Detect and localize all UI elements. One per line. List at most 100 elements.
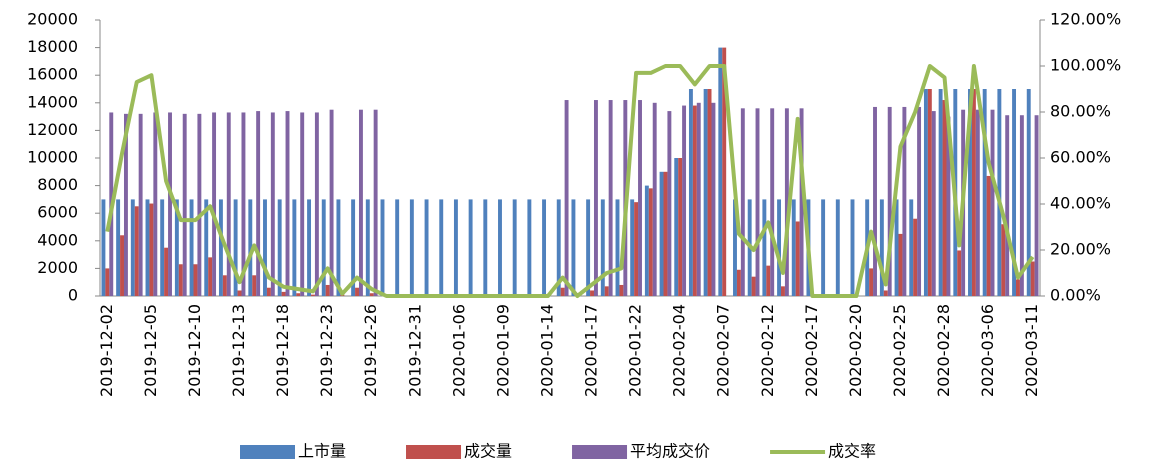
- bar: [300, 112, 305, 297]
- bar: [692, 105, 697, 296]
- bar: [193, 264, 198, 296]
- bar: [971, 89, 976, 296]
- bar: [101, 199, 106, 296]
- x-tick-label: 2020-03-06: [978, 304, 997, 397]
- bar: [736, 269, 741, 296]
- bar: [285, 111, 290, 296]
- bar: [869, 268, 874, 296]
- bar: [946, 116, 951, 296]
- x-tick-label: 2020-02-28: [934, 304, 953, 397]
- bar: [153, 112, 158, 297]
- legend-swatch: [240, 445, 295, 459]
- bar: [755, 108, 760, 296]
- y-tick-label: 6000: [37, 203, 78, 222]
- bar: [634, 202, 639, 296]
- bar: [740, 108, 745, 296]
- bar: [292, 199, 297, 296]
- bar: [116, 199, 121, 296]
- bar: [784, 108, 789, 296]
- bar: [652, 102, 657, 296]
- y2-tick-label: 100.00%: [1050, 56, 1121, 75]
- bar: [663, 171, 668, 296]
- bar: [178, 264, 183, 296]
- x-tick-label: 2019-12-31: [405, 304, 424, 397]
- bar: [990, 109, 995, 296]
- bar: [145, 199, 150, 296]
- bar: [365, 199, 370, 296]
- bar: [608, 100, 613, 296]
- bar: [902, 106, 907, 296]
- bar: [600, 199, 605, 296]
- bar: [927, 89, 932, 296]
- x-tick-label: 2020-01-22: [626, 304, 645, 397]
- bar: [957, 250, 962, 296]
- x-tick-label: 2020-01-06: [449, 304, 468, 397]
- bar: [329, 109, 334, 296]
- bar: [898, 233, 903, 296]
- x-tick-label: 2020-01-17: [582, 304, 601, 397]
- bar: [619, 284, 624, 296]
- bar: [938, 89, 943, 296]
- x-tick-label: 2020-02-12: [758, 304, 777, 397]
- bar: [1026, 89, 1031, 296]
- bar: [395, 199, 400, 296]
- y2-tick-label: 40.00%: [1050, 194, 1111, 213]
- bar: [791, 199, 796, 296]
- bar: [351, 199, 356, 296]
- bar: [667, 111, 672, 296]
- bar: [160, 199, 165, 296]
- x-tick-label: 2019-12-26: [361, 304, 380, 397]
- bar: [120, 235, 124, 296]
- x-tick-label: 2020-02-20: [846, 304, 865, 397]
- bar: [453, 199, 458, 296]
- bar: [821, 199, 826, 296]
- x-tick-label: 2020-02-17: [802, 304, 821, 397]
- y-tick-label: 16000: [27, 65, 78, 84]
- bar: [174, 199, 179, 296]
- bar: [770, 108, 775, 296]
- bar: [777, 199, 782, 296]
- bar: [564, 100, 569, 296]
- bar: [873, 106, 877, 296]
- bar: [182, 113, 187, 296]
- bar: [571, 199, 576, 296]
- x-tick-label: 2019-12-02: [97, 304, 116, 397]
- bar: [590, 290, 594, 296]
- y-tick-label: 0: [68, 286, 78, 305]
- y-tick-label: 18000: [27, 37, 78, 56]
- x-tick-label: 2020-02-25: [890, 304, 909, 397]
- y-tick-label: 2000: [37, 258, 78, 277]
- bar: [241, 112, 246, 297]
- bar: [168, 112, 172, 297]
- bar: [542, 199, 547, 296]
- bar: [212, 112, 217, 297]
- bar: [204, 199, 209, 296]
- bar: [1012, 89, 1017, 296]
- bar: [314, 112, 319, 297]
- bar: [766, 265, 771, 296]
- legend-swatch: [572, 445, 628, 459]
- bar: [134, 206, 139, 296]
- y2-tick-label: 20.00%: [1050, 240, 1111, 259]
- bar: [498, 199, 502, 296]
- bar: [913, 218, 918, 296]
- legend-label: 成交量: [464, 442, 512, 461]
- bar: [644, 185, 649, 296]
- bar: [648, 188, 653, 296]
- bar: [931, 111, 936, 296]
- bar: [560, 287, 565, 296]
- bar: [325, 284, 330, 296]
- bar: [439, 199, 444, 296]
- bar: [256, 111, 261, 296]
- bar: [358, 109, 363, 296]
- bar: [733, 199, 737, 296]
- bar: [887, 106, 892, 296]
- y-tick-label: 10000: [27, 148, 78, 167]
- bar: [968, 89, 972, 296]
- x-tick-label: 2019-12-13: [229, 304, 248, 397]
- bar: [123, 113, 128, 296]
- bar: [850, 199, 855, 296]
- bar: [149, 203, 154, 296]
- bar: [336, 199, 341, 296]
- bar: [252, 275, 257, 296]
